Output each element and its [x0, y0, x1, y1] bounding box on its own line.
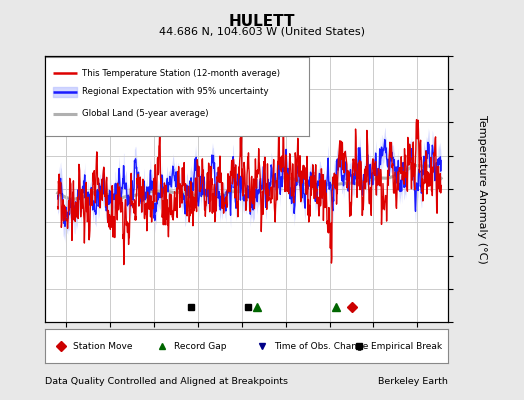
Y-axis label: Temperature Anomaly (°C): Temperature Anomaly (°C) [477, 115, 487, 263]
Text: Record Gap: Record Gap [173, 342, 226, 351]
Text: HULETT: HULETT [229, 14, 295, 29]
Text: 44.686 N, 104.603 W (United States): 44.686 N, 104.603 W (United States) [159, 26, 365, 36]
Text: Empirical Break: Empirical Break [372, 342, 442, 351]
Text: Station Move: Station Move [73, 342, 132, 351]
Text: Data Quality Controlled and Aligned at Breakpoints: Data Quality Controlled and Aligned at B… [45, 378, 288, 386]
Text: Time of Obs. Change: Time of Obs. Change [275, 342, 369, 351]
Text: Berkeley Earth: Berkeley Earth [378, 378, 448, 386]
